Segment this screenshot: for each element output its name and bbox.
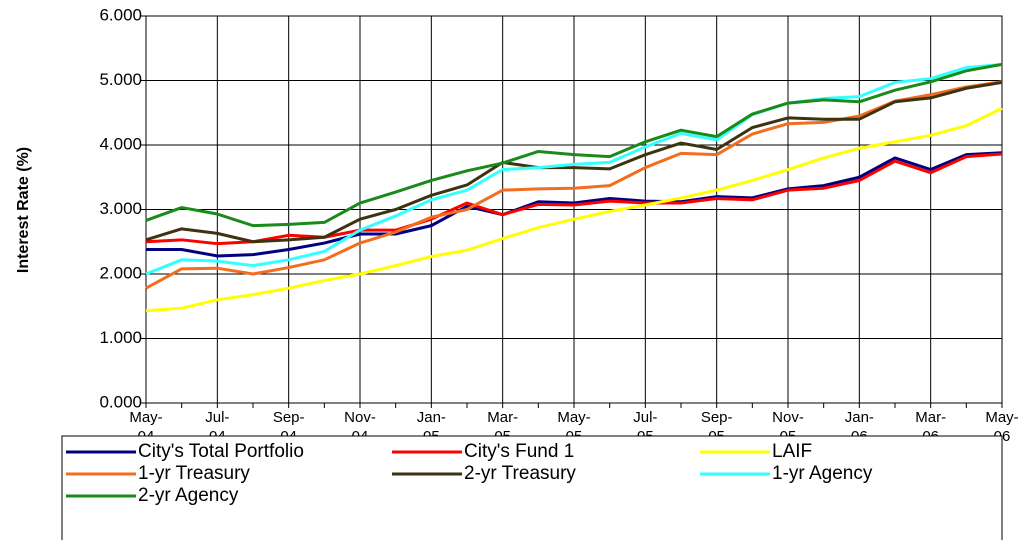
y-tick-label: 4.000 bbox=[99, 134, 142, 153]
series-line bbox=[145, 62, 1003, 228]
plot-border bbox=[145, 15, 1003, 404]
y-tick-label: 0.000 bbox=[99, 392, 142, 411]
series-line bbox=[145, 152, 1003, 246]
legend-label: 2-yr Treasury bbox=[464, 463, 576, 484]
y-tick-label: 2.000 bbox=[99, 263, 142, 282]
y-tick-label: 5.000 bbox=[99, 70, 142, 89]
y-tick-label: 6.000 bbox=[99, 5, 142, 24]
y-tick-label: 1.000 bbox=[99, 328, 142, 347]
y-axis-label: Interest Rate (%) bbox=[15, 147, 32, 273]
legend-label: 2-yr Agency bbox=[138, 485, 239, 506]
series-line bbox=[145, 80, 1003, 290]
series-line bbox=[145, 62, 1003, 276]
legend-label: LAIF bbox=[772, 441, 812, 462]
y-tick-label: 3.000 bbox=[99, 199, 142, 218]
series-line bbox=[145, 80, 1003, 244]
series-line bbox=[146, 151, 1003, 258]
legend-label: 1-yr Treasury bbox=[138, 463, 250, 484]
legend-label: City's Fund 1 bbox=[464, 441, 574, 462]
legend-label: 1-yr Agency bbox=[772, 463, 873, 484]
series-line bbox=[145, 106, 1003, 313]
legend-box bbox=[61, 435, 1003, 540]
legend-label: City's Total Portfolio bbox=[138, 441, 304, 462]
